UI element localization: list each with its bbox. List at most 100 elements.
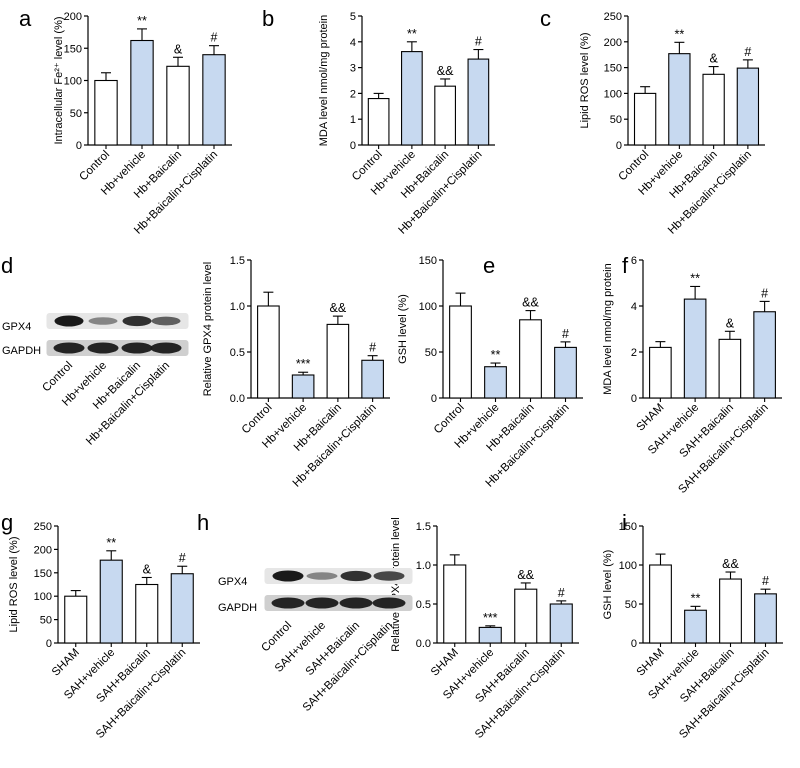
y-tick-label: 6 [631,255,637,267]
panel-letter: d [1,253,13,278]
blot-band-gapdh [305,597,339,609]
significance-label: ** [407,27,417,41]
panel-letter: g [1,510,13,535]
y-tick-label: 0.5 [230,347,245,359]
category-label: Control [77,149,112,184]
y-tick-label: 0 [46,638,52,650]
y-tick-label: 50 [625,599,637,611]
y-tick-label: 50 [40,615,52,627]
significance-label: && [522,296,539,310]
y-tick-label: 4 [631,301,637,313]
significance-label: && [330,301,347,315]
blot-band-gpx4 [340,570,372,582]
bar [94,79,118,146]
y-tick-label: 0 [76,140,82,152]
y-tick-label: 100 [34,591,52,603]
y-tick-label: 150 [34,568,52,580]
significance-label: && [517,568,534,582]
y-tick-label: 0 [631,393,637,405]
significance-label: # [369,341,376,355]
panel-g: g 0 50 100 150 200 250 Lipid ROS level (%) SHAM *… [1,510,200,741]
bar [478,626,502,644]
bar [718,338,742,399]
bar [649,346,672,399]
significance-label: ** [691,591,701,605]
y-tick-label: 150 [604,63,622,75]
category-label: SHAM [50,647,82,679]
blot-band-gpx4 [122,315,152,327]
category-label: Control [432,402,467,437]
bar [668,53,691,146]
blot-strip-gpx4 [264,568,413,584]
y-tick-label: 100 [619,560,637,572]
panel-letter: h [197,510,209,535]
significance-label: # [558,586,565,600]
bar [549,603,573,644]
bar [684,609,707,644]
significance-label: *** [296,357,311,371]
y-axis-label: Relative GPX4 protein level [202,262,214,397]
y-tick-label: 1.5 [230,255,245,267]
significance-label: # [475,35,482,49]
panel-letter: f [622,253,629,278]
bar [64,595,88,644]
significance-label: ** [690,271,700,285]
significance-label: # [179,551,186,565]
significance-label: # [211,31,218,45]
panel-letter: e [483,253,495,278]
y-tick-label: 150 [64,43,82,55]
bar [514,588,538,644]
significance-label: ** [137,14,147,28]
y-axis-label: Intracellular Fe²⁺ level (%) [53,16,65,144]
blot-band-gpx4 [151,316,181,326]
significance-label: ** [491,348,501,362]
y-tick-label: 200 [604,37,622,49]
bar [702,73,725,146]
blot-row-label-gapdh: GAPDH [2,345,41,357]
panel-c: c 0 50 100 150 200 250 Lipid ROS level (%) Contr… [540,6,765,237]
panel-letter: a [19,6,32,31]
y-tick-label: 150 [619,521,637,533]
significance-label: # [761,286,768,300]
y-axis-label: Lipid ROS level (%) [8,537,20,633]
significance-label: && [437,64,454,78]
bar [401,51,423,146]
y-tick-label: 0.0 [230,393,245,405]
significance-label: & [726,316,735,330]
category-label: SHAM [429,647,461,679]
western-blot-h: GPX4GAPDHControlSAH+vehicleSAH+BaicalinS… [218,568,413,714]
y-tick-label: 1.0 [230,301,245,313]
bar [484,366,507,399]
y-tick-label: 100 [604,88,622,100]
bar [736,67,760,146]
y-tick-label: 0.5 [416,599,431,611]
bar [434,85,456,146]
blot-band-gapdh [87,342,119,354]
y-tick-label: 50 [70,108,82,120]
y-tick-label: 250 [604,11,622,23]
y-axis-label: MDA level nmol/mg protein [602,263,614,394]
blot-band-gpx4 [272,570,304,582]
y-tick-label: 4 [350,37,356,49]
blot-band-gapdh [271,597,305,609]
blot-band-gapdh [150,342,182,354]
y-tick-label: 50 [610,114,622,126]
bar [449,305,472,399]
y-axis-label: GSH level (%) [397,294,409,364]
y-tick-label: 250 [34,521,52,533]
y-tick-label: 150 [419,255,437,267]
y-tick-label: 1.0 [416,560,431,572]
significance-label: & [143,562,152,576]
bar [257,305,280,399]
significance-label: & [174,42,183,56]
bar [130,39,154,146]
y-tick-label: 0 [431,393,437,405]
category-label: SHAM [635,402,667,434]
y-axis-label: Relative GPX4 protein level [390,517,402,652]
bar [683,298,707,399]
category-label: SHAM [635,647,667,679]
